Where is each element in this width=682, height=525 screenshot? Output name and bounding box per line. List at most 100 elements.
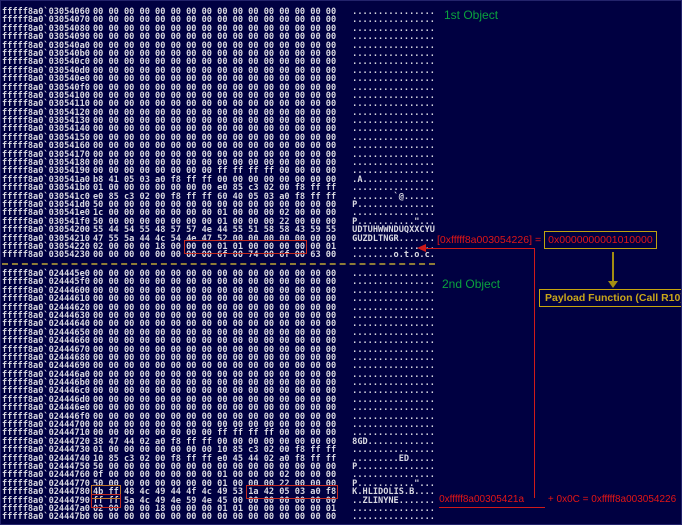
row-address: fffff8a0`030540e0 [2,74,90,85]
row-ascii: ................ [352,394,435,405]
red-pointer-horizontal-line [425,248,534,249]
row-ascii: ................ [352,241,435,252]
byte-run: 00 00 00 00 00 00 00 00 00 00 00 00 00 0… [92,269,337,279]
byte-run: 00 00 00 00 00 00 00 00 00 00 00 00 00 0… [92,23,337,34]
hex-row: fffff8a0`02444610 00 00 00 00 00 00 00 00… [2,294,435,305]
row-address: fffff8a0`03054130 [2,116,90,127]
row-address: fffff8a0`02444610 [2,294,90,305]
row-address: fffff8a0`02444670 [2,344,90,355]
byte-run: 38 47 44 02 a0 f8 ff ff 00 00 00 00 00 0… [92,436,337,447]
deref-annotation: [0xfffff8a003054226] = 0x000000000101000… [437,231,657,249]
row-ascii: ................ [352,23,435,34]
byte-run: 00 00 00 00 00 00 00 00 ff ff ff ff 00 0… [92,166,337,177]
row-address: fffff8a0`024447b0 [2,512,90,523]
byte-run: 50 00 00 00 00 00 00 00 01 00 00 00 22 0… [92,216,337,227]
highlighted-bytes-red: 00 00 01 01 00 00 00 00 [184,239,308,254]
row-hex-bytes: 00 00 00 00 00 00 00 00 00 00 00 00 00 0… [93,286,336,296]
row-hex-bytes: 00 00 00 00 00 00 00 00 6f 00 74 00 6f 0… [93,250,336,260]
row-hex-bytes: 00 00 00 00 00 00 00 00 00 00 00 00 00 0… [93,303,336,313]
row-ascii: ................ [352,420,435,431]
row-address: fffff8a0`03054100 [2,90,90,101]
hex-row: fffff8a0`024447b0 00 00 00 00 00 00 00 00… [2,512,435,523]
hex-row: fffff8a0`03054140 00 00 00 00 00 00 00 00… [2,125,435,134]
row-address: fffff8a0`02444770 [2,478,90,489]
row-hex-bytes: 00 00 00 00 00 00 00 00 00 00 00 00 00 0… [93,353,336,363]
row-hex-bytes: 00 00 00 00 00 00 00 00 00 00 00 00 00 0… [93,7,336,17]
pointer-arithmetic-annotation: 0xfffff8a00305421a + 0x0C = 0xfffff8a003… [428,483,676,519]
row-address: fffff8a0`02444750 [2,461,90,472]
byte-run: 00 00 00 00 00 00 00 00 00 00 00 00 00 0… [92,310,337,321]
row-ascii: ................ [352,344,435,355]
row-address: fffff8a0`02444660 [2,336,90,347]
byte-run: 00 00 00 00 00 00 00 00 00 00 00 00 00 0… [92,32,337,43]
row-hex-bytes: 00 00 00 00 00 00 00 00 00 00 00 00 00 0… [93,403,336,413]
row-address: fffff8a0`030541e0 [2,208,90,219]
hex-row: fffff8a0`02444680 00 00 00 00 00 00 00 00… [2,352,435,363]
row-hex-bytes: 00 00 00 00 00 00 00 00 00 00 00 00 00 0… [93,133,336,143]
row-address: fffff8a0`030541b0 [2,183,90,194]
row-ascii: ................ [352,32,435,43]
row-ascii: ................ [352,470,435,481]
byte-run: 00 00 00 00 00 00 00 00 00 00 00 00 00 0… [92,394,337,405]
row-ascii: ................ [352,183,435,194]
row-hex-bytes: 50 00 00 00 00 00 00 00 00 00 00 00 00 0… [93,462,336,472]
hex-row: fffff8a0`03054150 00 00 00 00 00 00 00 00… [2,132,435,143]
row-ascii: ................ [352,7,435,17]
row-ascii: P............... [352,199,435,210]
deref-equals-sign: = [535,234,542,246]
byte-run: 00 00 00 00 00 00 00 00 00 00 00 00 00 0… [92,149,337,160]
row-hex-bytes: 00 00 00 00 00 00 00 00 00 00 00 00 00 0… [93,386,336,396]
row-address: fffff8a0`02444790 [2,495,90,506]
hex-row: fffff8a0`02444780 4b ff 48 4c 49 44 4f 4c… [2,485,435,500]
row-ascii: ................ [352,40,435,51]
byte-run: 00 00 00 00 00 00 00 00 00 00 00 00 00 0… [92,57,337,68]
byte-run: 00 00 00 00 00 00 00 00 00 00 00 00 00 0… [92,344,337,355]
hex-row: fffff8a0`02444600 00 00 00 00 00 00 00 00… [2,286,435,296]
byte-run: 1c 00 00 00 00 00 00 00 01 00 00 00 02 0… [92,208,337,219]
hex-row: fffff8a0`03054230 00 00 00 00 00 00 00 00… [2,250,435,260]
byte-run: 00 00 00 00 00 00 00 00 00 00 00 00 00 0… [92,74,337,85]
highlighted-bytes-red: 1a 42 05 03 a0 f8 [246,485,339,500]
hex-row: fffff8a0`02444760 0f 00 00 00 00 00 00 00… [2,470,435,481]
row-ascii: ................ [352,352,435,363]
byte-run: 00 00 00 00 00 00 00 00 00 00 00 00 00 0… [92,319,337,330]
byte-run: 00 00 00 00 00 00 00 00 00 00 00 00 00 0… [92,285,337,296]
byte-run: 00 00 00 00 00 00 00 00 00 00 00 00 00 0… [92,40,337,51]
row-address: fffff8a0`03054200 [2,225,90,236]
byte-run: 00 00 00 00 00 00 00 00 00 00 00 00 00 0… [92,386,337,397]
row-ascii: ................ [352,319,435,330]
row-hex-bytes: 00 00 00 00 00 00 00 00 00 00 00 00 00 0… [93,370,336,380]
byte-run: 50 00 00 00 00 00 00 00 00 00 00 00 00 0… [92,461,337,472]
row-address: fffff8a0`02444760 [2,470,90,481]
row-hex-bytes: 02 00 00 00 18 00 00 00 01 01 00 00 00 0… [93,504,336,514]
row-ascii: ................ [352,65,435,76]
byte-run: b8 41 05 03 a0 f8 ff ff 00 00 00 00 00 0… [92,174,337,185]
hex-pane-first-object[interactable]: fffff8a0`03054060 00 00 00 00 00 00 00 00… [2,8,435,260]
row-hex-bytes: 55 44 54 55 48 57 57 4e 44 55 51 58 58 4… [93,225,336,235]
row-address: fffff8a0`02444680 [2,352,90,363]
hex-row: fffff8a0`03054100 00 00 00 00 00 00 00 00… [2,90,435,101]
hex-row: fffff8a0`02444660 00 00 00 00 00 00 00 00… [2,336,435,347]
row-address: fffff8a0`030540d0 [2,65,90,76]
row-hex-bytes: 50 00 00 00 00 00 00 00 00 00 00 00 00 0… [93,200,336,210]
row-hex-bytes: b8 41 05 03 a0 f8 ff ff 00 00 00 00 00 0… [93,175,336,185]
hex-row: fffff8a0`024445e0 00 00 00 00 00 00 00 00… [2,269,435,279]
highlighted-bytes-orange: 4b ff [90,485,121,500]
row-hex-bytes: 00 00 00 00 00 00 00 00 00 00 00 00 00 0… [93,395,336,405]
byte-run: 5a 4c 49 4e 59 4e 45 00 00 00 00 00 00 0… [118,495,337,506]
row-hex-bytes: 01 00 00 00 00 00 00 00 e0 85 c3 02 00 f… [93,183,336,193]
row-ascii: ................ [352,15,435,26]
deref-address-text: [0xfffff8a003054226] [437,234,532,246]
hex-pane-second-object[interactable]: fffff8a0`024445e0 00 00 00 00 00 00 00 00… [2,270,435,522]
row-ascii: P..........."... [352,216,435,227]
row-address: fffff8a0`024446c0 [2,386,90,397]
row-ascii: ................ [352,132,435,143]
hex-row: fffff8a0`02444700 00 00 00 00 00 00 00 00… [2,420,435,431]
payload-function-label: Payload Function (Call R10) [539,289,681,307]
row-ascii: ................ [352,310,435,321]
row-hex-bytes: 00 00 00 00 00 00 00 00 00 00 00 00 00 0… [93,412,336,422]
hex-row: fffff8a0`02444620 00 00 00 00 00 00 00 00… [2,303,435,313]
byte-run: 50 00 00 00 00 00 00 00 01 00 00 00 22 0… [92,478,337,489]
row-ascii: ................ [352,149,435,160]
